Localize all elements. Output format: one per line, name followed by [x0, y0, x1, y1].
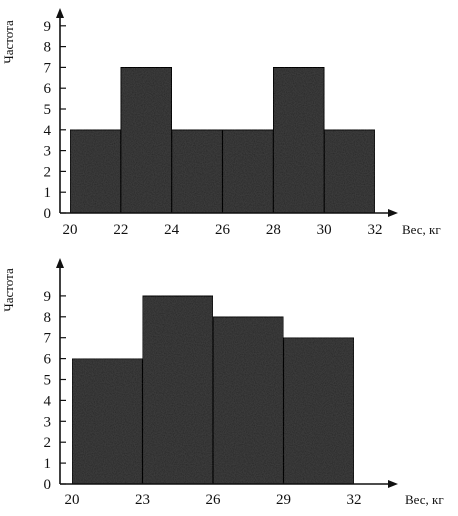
y-tick-label: 5 — [44, 102, 52, 118]
y-tick-label: 2 — [44, 435, 52, 451]
y-tick-label: 9 — [44, 289, 52, 305]
y-axis-arrow — [56, 8, 64, 18]
y-tick-label: 7 — [44, 60, 52, 76]
y-tick-label: 6 — [44, 81, 52, 97]
y-tick-label: 3 — [44, 414, 52, 430]
y-tick-label: 8 — [44, 40, 52, 56]
y-axis-title: Частота — [1, 268, 16, 312]
histogram-bar — [212, 316, 285, 485]
y-tick-label: 7 — [44, 331, 52, 347]
y-tick-label: 1 — [44, 456, 52, 472]
histogram-bar — [323, 129, 376, 214]
x-axis-title: Вес, кг — [402, 222, 441, 237]
y-tick-label: 9 — [44, 19, 52, 35]
y-tick-label: 8 — [44, 310, 52, 326]
histogram-bar — [69, 129, 122, 214]
y-axis-title: Частота — [1, 20, 16, 64]
x-tick-label: 26 — [215, 222, 231, 238]
x-tick-label: 23 — [135, 492, 150, 508]
x-axis-arrow — [388, 209, 398, 217]
chart-1: 0 1 2 3 4 5 6 7 8 9 20 22 24 26 28 30 32 Вес, кг Частота — [1, 8, 441, 238]
histogram-bar — [221, 129, 274, 214]
x-tick-label: 28 — [266, 222, 281, 238]
x-tick-label: 32 — [347, 492, 362, 508]
y-tick-label: 3 — [44, 144, 52, 160]
x-tick-label: 26 — [206, 492, 222, 508]
y-tick-label: 1 — [44, 185, 52, 201]
x-axis-title: Вес, кг — [405, 492, 444, 507]
histogram-bar — [141, 295, 214, 485]
x-tick-label: 24 — [164, 222, 180, 238]
y-tick-label: 4 — [44, 123, 52, 139]
histogram-bar — [282, 337, 355, 485]
x-tick-label: 22 — [113, 222, 128, 238]
histogram-bar — [171, 129, 224, 214]
y-tick-label: 0 — [44, 206, 52, 222]
x-tick-label: 20 — [63, 222, 78, 238]
y-tick-label: 4 — [44, 393, 52, 409]
histogram-bar — [272, 66, 325, 214]
x-tick-label: 30 — [317, 222, 332, 238]
y-tick-label: 5 — [44, 373, 52, 389]
y-tick-label: 6 — [44, 352, 52, 368]
x-tick-label: 32 — [368, 222, 383, 238]
x-axis-arrow — [388, 480, 398, 488]
x-tick-label: 20 — [65, 492, 80, 508]
histogram-bar — [71, 358, 144, 485]
y-tick-label: 2 — [44, 164, 52, 180]
y-axis-arrow — [56, 258, 64, 268]
y-tick-label: 0 — [44, 477, 52, 493]
x-tick-label: 29 — [276, 492, 291, 508]
histogram-bar — [120, 66, 173, 214]
